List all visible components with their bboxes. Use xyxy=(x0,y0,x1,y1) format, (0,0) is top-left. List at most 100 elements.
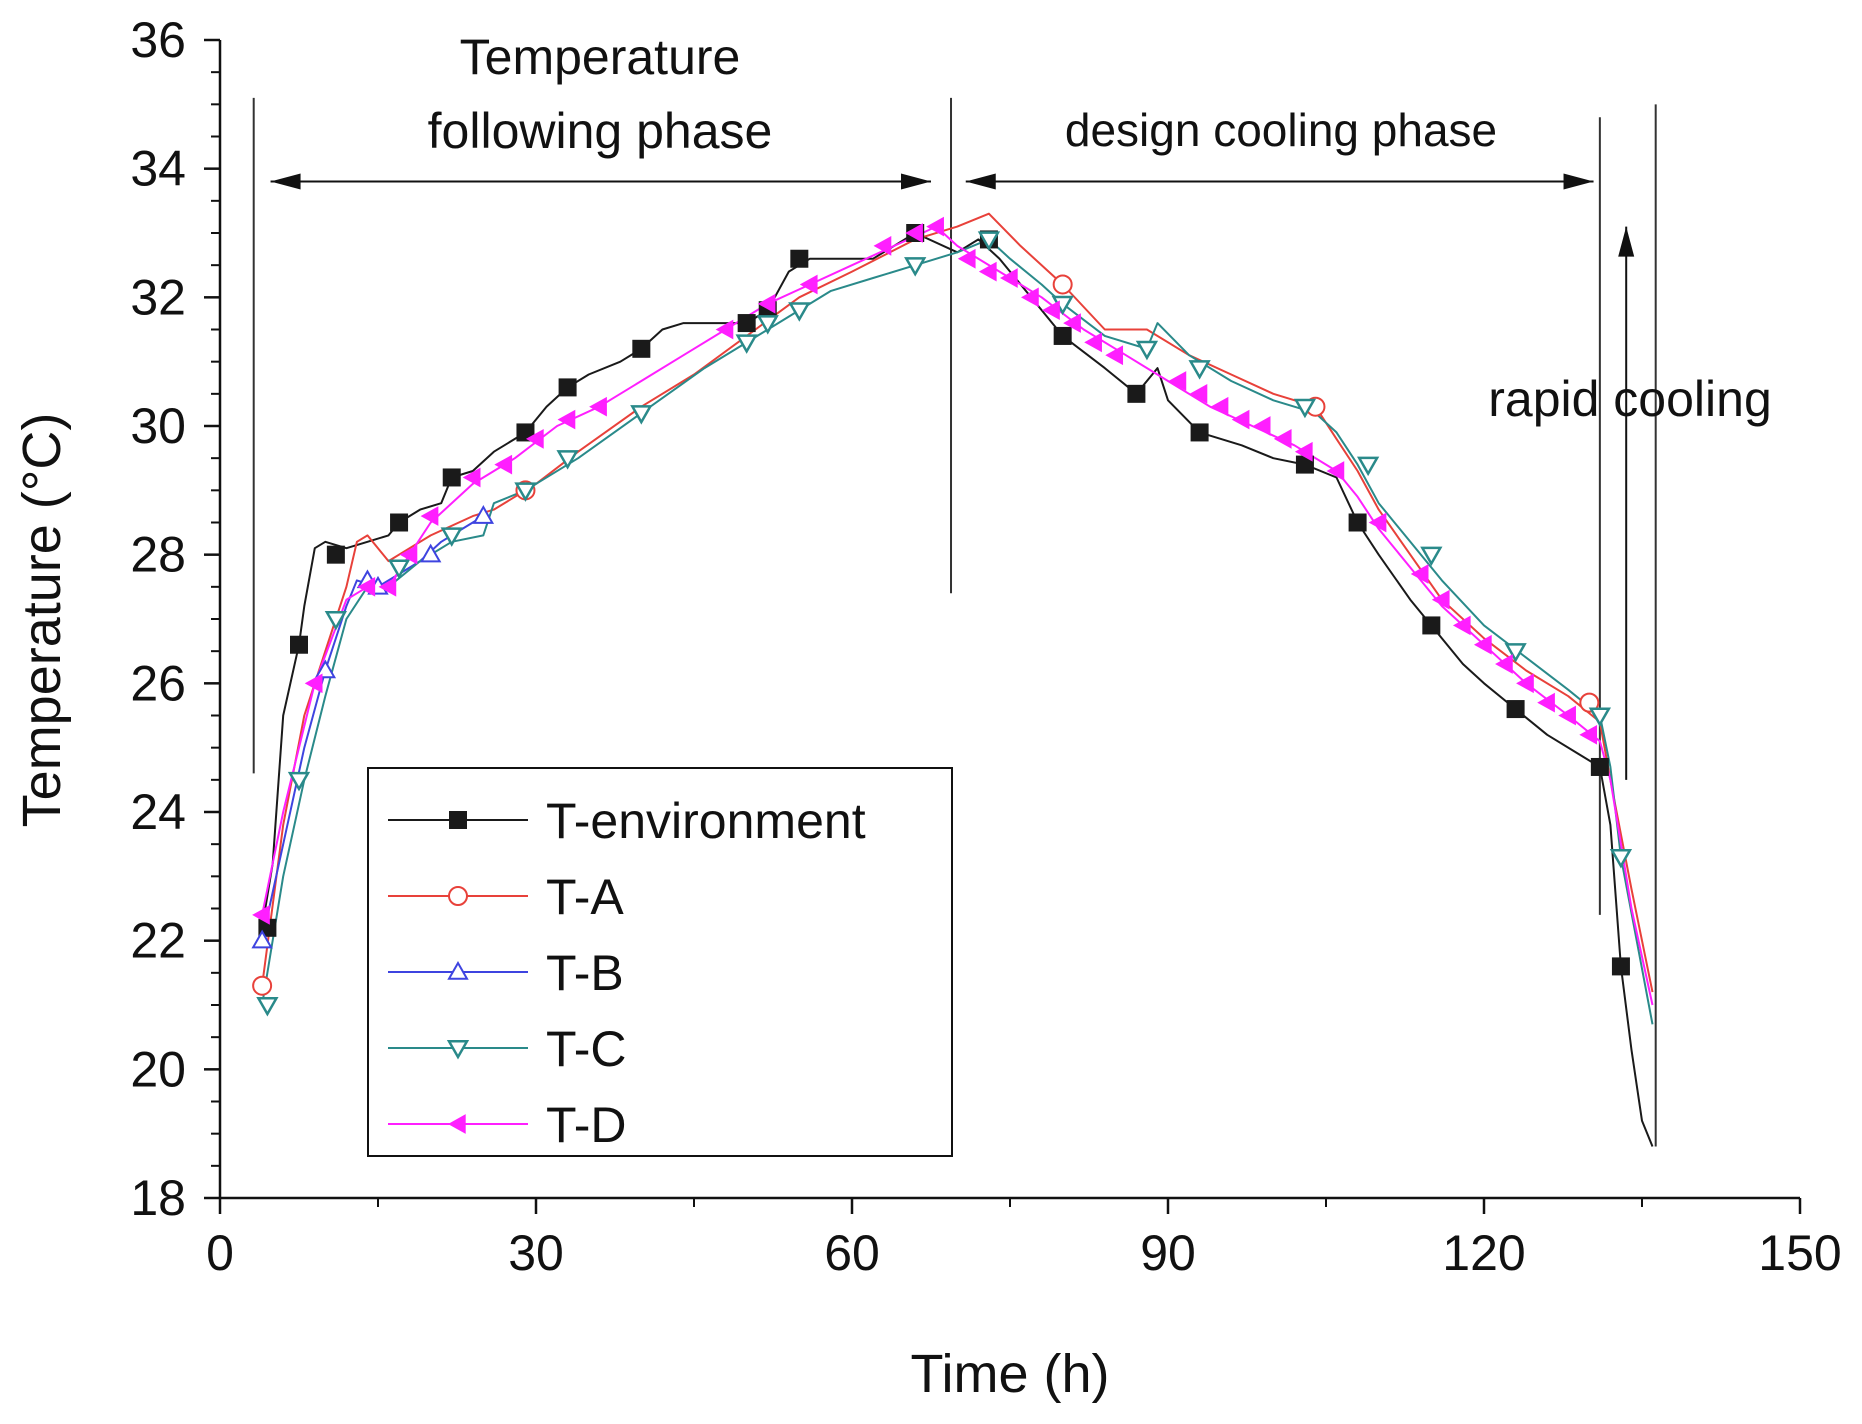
data-point-t-c xyxy=(514,482,537,502)
arrow-head xyxy=(965,173,996,190)
data-point-t-c xyxy=(977,231,1001,251)
data-point-t-d xyxy=(525,429,544,449)
legend-entry-t-b: T-B xyxy=(388,945,624,1001)
data-point-t-c xyxy=(387,559,411,580)
data-point-t-d xyxy=(799,274,818,295)
y-tick-label: 30 xyxy=(130,398,186,454)
series-line-t-d xyxy=(261,225,1654,1006)
data-point-t-d xyxy=(1495,654,1513,674)
x-tick-label: 30 xyxy=(508,1225,564,1281)
x-tick-label: 120 xyxy=(1442,1225,1525,1281)
data-point-t-d xyxy=(462,467,481,488)
data-point-t-d xyxy=(1410,564,1429,584)
data-point-t-d xyxy=(1231,409,1250,430)
data-point-t-c xyxy=(1504,643,1527,663)
data-point-t-d xyxy=(252,905,270,925)
data-point-t-c xyxy=(904,257,927,277)
data-point-t-d xyxy=(399,544,418,565)
data-point-t-d xyxy=(905,223,923,243)
data-point-t-d xyxy=(1210,396,1229,417)
data-point-t-environment xyxy=(390,513,409,532)
data-point-t-d xyxy=(1368,512,1387,533)
data-point-t-environment xyxy=(290,635,308,654)
data-point-t-c xyxy=(630,405,653,425)
legend-entry-t-environment: T-environment xyxy=(388,793,866,849)
data-point-t-b xyxy=(314,659,337,679)
legend-label: T-environment xyxy=(546,793,866,849)
data-point-t-environment xyxy=(790,249,809,268)
data-point-t-d xyxy=(1252,416,1271,436)
y-tick-label: 18 xyxy=(130,1170,186,1226)
annotation-temperature-following-line2: following phase xyxy=(428,103,773,159)
annotation-rapid-cooling: rapid cooling xyxy=(1488,371,1772,427)
data-point-t-environment xyxy=(632,339,651,358)
data-point-t-d xyxy=(957,248,976,269)
legend: T-environment T-A T-B T-C T-D xyxy=(367,767,953,1157)
data-point-t-d xyxy=(873,236,892,256)
data-point-t-a xyxy=(1052,274,1073,295)
data-point-t-d xyxy=(420,506,439,526)
data-point-t-c xyxy=(256,997,279,1017)
data-point-t-c xyxy=(556,450,579,470)
data-point-t-environment xyxy=(326,545,345,564)
data-point-t-d xyxy=(1326,461,1345,481)
phase-arrows xyxy=(270,173,1635,780)
data-point-t-d xyxy=(1452,615,1471,636)
data-point-t-b xyxy=(472,505,495,524)
data-point-t-d xyxy=(589,396,607,417)
legend-label: T-A xyxy=(546,869,624,925)
data-point-t-d xyxy=(1294,441,1313,462)
data-point-t-d xyxy=(378,576,397,597)
legend-box xyxy=(367,767,953,1157)
data-point-t-c xyxy=(1293,398,1317,419)
y-tick-label: 20 xyxy=(130,1041,186,1097)
data-point-t-d xyxy=(757,293,776,314)
data-point-t-b xyxy=(251,929,273,949)
x-tick-label: 0 xyxy=(206,1225,234,1281)
y-tick-label: 34 xyxy=(130,141,186,197)
legend-entry-t-a: T-A xyxy=(388,869,624,925)
data-point-t-a xyxy=(1579,692,1600,713)
y-axis-title: Temperature (°C) xyxy=(12,413,72,828)
data-point-t-d xyxy=(1042,300,1060,321)
y-tick-label: 32 xyxy=(130,269,186,325)
data-point-t-d xyxy=(1105,345,1124,366)
data-point-t-b xyxy=(419,543,442,563)
data-point-t-c xyxy=(1188,360,1211,380)
data-point-t-c xyxy=(1356,456,1380,477)
data-point-t-d xyxy=(1063,313,1081,333)
data-point-t-d xyxy=(978,261,997,282)
legend-label: T-B xyxy=(546,945,624,1001)
data-point-t-d xyxy=(999,268,1018,288)
data-point-t-d xyxy=(1168,371,1187,391)
data-point-t-d xyxy=(926,216,944,237)
data-point-t-c xyxy=(756,315,779,335)
data-point-t-c xyxy=(440,527,463,547)
data-point-t-d xyxy=(715,319,734,340)
y-ticks: 18 20 22 24 26 28 30 32 34 36 xyxy=(130,12,220,1226)
x-axis-title: Time (h) xyxy=(911,1344,1110,1404)
arrow-head xyxy=(901,173,931,190)
y-tick-label: 24 xyxy=(130,784,186,840)
data-point-t-environment xyxy=(1506,700,1525,719)
legend-label: T-D xyxy=(546,1097,627,1153)
legend-marker-t-a xyxy=(448,886,468,906)
y-tick-label: 22 xyxy=(130,913,186,969)
data-point-t-d xyxy=(357,576,376,597)
data-point-t-environment xyxy=(442,468,461,487)
data-point-t-environment xyxy=(737,314,756,333)
data-point-t-d xyxy=(1084,332,1102,353)
legend-label: T-C xyxy=(546,1021,627,1077)
y-tick-label: 28 xyxy=(130,527,186,583)
data-point-t-c xyxy=(1135,340,1159,361)
data-point-t-environment xyxy=(1611,957,1630,976)
data-point-t-environment xyxy=(1590,757,1609,776)
series-markers xyxy=(251,216,1633,1017)
data-point-t-c xyxy=(1588,707,1612,728)
data-point-t-d xyxy=(1021,287,1039,308)
y-tick-label: 26 xyxy=(130,655,186,711)
x-tick-label: 60 xyxy=(824,1225,880,1281)
arrow-head xyxy=(270,173,301,190)
legend-marker-t-environment xyxy=(449,811,467,829)
